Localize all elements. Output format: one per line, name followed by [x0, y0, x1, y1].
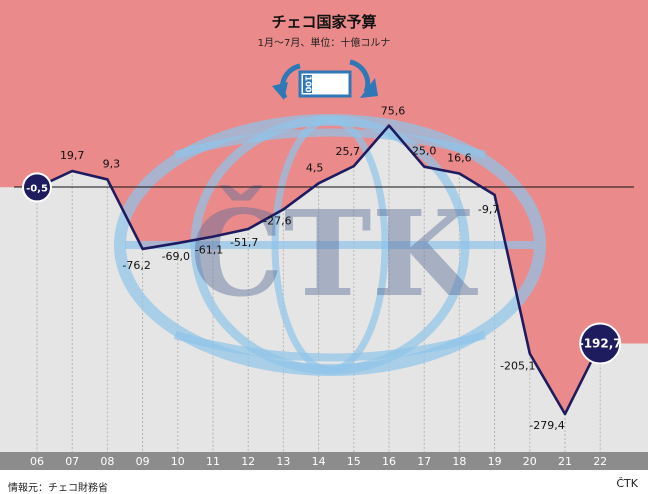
- banknote-value: 100: [304, 76, 313, 93]
- x-axis-band: [0, 452, 648, 470]
- data-label-15: 25,7: [336, 145, 361, 158]
- data-label-10: -69,0: [162, 250, 190, 263]
- watermark-text: ČTK: [190, 184, 479, 323]
- data-label-11: -61,1: [195, 244, 223, 257]
- data-label-06: -0,5: [26, 183, 48, 194]
- series-line: [36, 124, 602, 416]
- area-above-line: [0, 0, 648, 414]
- x-tick-label-12: 12: [241, 455, 255, 468]
- x-tick-label-19: 19: [488, 455, 502, 468]
- data-label-07: 19,7: [60, 149, 85, 162]
- x-tick-label-20: 20: [523, 455, 537, 468]
- data-label-21: -279,4: [529, 419, 564, 432]
- data-label-20: -205,1: [500, 360, 535, 373]
- x-tick-label-16: 16: [382, 455, 396, 468]
- x-tick-label-11: 11: [206, 455, 220, 468]
- data-label-13: -27,6: [263, 214, 291, 227]
- x-tick-label-10: 10: [171, 455, 185, 468]
- x-tick-label-07: 07: [65, 455, 79, 468]
- data-label-19: -9,7: [478, 203, 499, 216]
- x-tick-label-08: 08: [100, 455, 114, 468]
- endpoint-badge-06: -0,5: [22, 172, 52, 203]
- x-tick-label-06: 06: [30, 455, 44, 468]
- data-label-22: -192,7: [579, 337, 622, 351]
- ctk-watermark: ČTK: [114, 114, 546, 376]
- x-tick-label-18: 18: [452, 455, 466, 468]
- agency-mark: ČTK: [616, 477, 638, 490]
- source-note: 情報元：チェコ財務省: [8, 483, 108, 494]
- chart-title: チェコ国家予算: [271, 13, 376, 31]
- banknote-exchange-icon: 100: [272, 59, 378, 100]
- x-tick-label-22: 22: [593, 455, 607, 468]
- x-tick-label-13: 13: [276, 455, 290, 468]
- data-label-08: 9,3: [103, 157, 121, 170]
- data-label-18: 16,6: [447, 152, 472, 165]
- data-label-17: 25,0: [412, 145, 437, 158]
- data-label-16: 75,6: [381, 105, 406, 118]
- data-label-12: -51,7: [230, 236, 258, 249]
- data-label-09: -76,2: [122, 259, 150, 272]
- x-tick-label-14: 14: [312, 455, 326, 468]
- x-tick-label-09: 09: [136, 455, 150, 468]
- chart-subtitle: 1月〜7月、単位：十億コルナ: [258, 36, 391, 49]
- area-below-line: [0, 125, 648, 453]
- endpoint-badge-22: -192,7: [579, 322, 622, 365]
- data-label-14: 4,5: [306, 161, 324, 174]
- x-tick-label-21: 21: [558, 455, 572, 468]
- x-tick-label-15: 15: [347, 455, 361, 468]
- x-tick-label-17: 17: [417, 455, 431, 468]
